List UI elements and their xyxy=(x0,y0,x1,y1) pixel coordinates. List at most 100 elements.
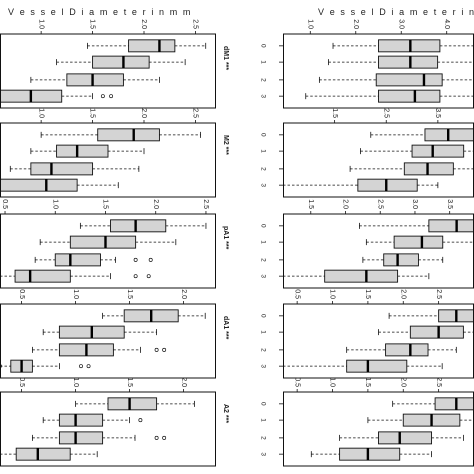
box-iqr xyxy=(383,253,419,267)
right-column-title: V e s s e l D i a m e t e r i n m m xyxy=(318,7,474,17)
box-iqr xyxy=(56,144,109,158)
panel-boxes xyxy=(1,309,206,373)
x-tick-label: 2.0 xyxy=(152,199,159,209)
panel-frame xyxy=(0,391,216,467)
panel-right-5: 0.5 1.0 1.5 2.0 2.5 0 1 2 3 xyxy=(259,377,474,467)
category-label: 1 xyxy=(259,149,266,153)
x-tick-label: 0.5 xyxy=(18,377,25,387)
box-iqr xyxy=(110,219,167,233)
box-1 xyxy=(40,128,201,142)
box-iqr xyxy=(58,431,104,445)
panel-boxes xyxy=(284,128,473,192)
panel-right-1: 1.0 2.0 3.0 4.0 0 1 2 3 xyxy=(259,19,474,109)
box-iqr xyxy=(339,447,401,461)
box-iqr xyxy=(107,397,158,411)
category-label: 3 xyxy=(259,94,266,98)
x-tick-label: 1.5 xyxy=(364,289,371,299)
box-2 xyxy=(365,235,473,249)
box-iqr xyxy=(58,413,104,427)
panel-left-1: 1.0 1.5 2.0 2.5 dM1 *** xyxy=(0,19,229,109)
box-3 xyxy=(32,343,167,357)
category-label: 1 xyxy=(259,60,266,64)
box-iqr xyxy=(424,128,473,142)
x-tick-label: 3.5 xyxy=(434,108,441,118)
panel-boxes xyxy=(1,397,195,461)
plot-layer: 1.0 1.5 2.0 2.5 dM1 *** 1.0 1.5 2.0 2.5 M2 *** 0.5… xyxy=(0,19,474,467)
category-label: 0 xyxy=(259,133,266,137)
x-tick-label: 4.0 xyxy=(443,19,450,29)
category-label: 3 xyxy=(259,364,266,368)
category-label: 2 xyxy=(259,348,266,352)
box-4 xyxy=(1,447,98,461)
panel-boxes xyxy=(1,219,207,283)
box-1 xyxy=(75,397,195,411)
box-2 xyxy=(360,144,473,158)
box-3 xyxy=(346,343,457,357)
panel-label: M2 *** xyxy=(222,135,229,155)
box-iqr xyxy=(403,162,454,176)
box-1 xyxy=(388,309,473,323)
panel-boxes xyxy=(310,397,473,461)
box-4 xyxy=(284,359,443,373)
box-iqr xyxy=(66,73,124,87)
x-tick-label: 2.0 xyxy=(140,108,147,118)
box-3 xyxy=(32,431,167,445)
x-tick-label: 1.0 xyxy=(329,289,336,299)
box-3 xyxy=(349,162,473,176)
box-3 xyxy=(30,73,160,87)
category-label: 0 xyxy=(259,224,266,228)
panel-boxes xyxy=(284,309,473,373)
panel-label: dA1 *** xyxy=(222,316,229,340)
panel-frame xyxy=(0,213,216,289)
box-iqr xyxy=(378,55,439,69)
panel-frame xyxy=(0,33,216,109)
box-iqr xyxy=(324,269,399,283)
category-label: 0 xyxy=(259,402,266,406)
panel-label: dM1 *** xyxy=(222,46,229,70)
panel-boxes xyxy=(1,128,201,192)
panel-right-3: 1.5 2.0 2.5 3.0 3.5 0 1 2 3 xyxy=(259,199,474,289)
outlier-point xyxy=(146,274,151,279)
category-label: 2 xyxy=(259,436,266,440)
box-iqr xyxy=(434,397,473,411)
x-tick-label: 1.5 xyxy=(307,199,314,209)
x-tick-label: 1.5 xyxy=(89,19,96,29)
x-tick-label: 1.0 xyxy=(72,377,79,387)
box-iqr xyxy=(378,89,441,103)
outlier-point xyxy=(162,435,167,440)
panel-boxes xyxy=(1,39,207,103)
x-tick-label: 0.5 xyxy=(18,289,25,299)
box-3 xyxy=(362,253,444,267)
box-4 xyxy=(310,447,432,461)
box-1 xyxy=(87,39,207,53)
box-1 xyxy=(370,128,473,142)
box-4 xyxy=(284,269,430,283)
category-label: 3 xyxy=(259,274,266,278)
x-tick-label: 1.0 xyxy=(37,108,44,118)
x-tick-label: 1.5 xyxy=(126,377,133,387)
panel-right-2: 1.5 2.5 3.5 0 1 2 3 xyxy=(259,108,474,198)
box-2 xyxy=(378,325,473,339)
category-label: 1 xyxy=(259,418,266,422)
x-tick-label: 3.5 xyxy=(446,199,453,209)
x-tick-label: 2.0 xyxy=(352,19,359,29)
x-tick-label: 1.0 xyxy=(329,377,336,387)
box-2 xyxy=(56,55,186,69)
category-label: 2 xyxy=(259,258,266,262)
x-tick-label: 0.5 xyxy=(1,199,8,209)
outlier-point xyxy=(162,347,167,352)
box-4 xyxy=(305,89,473,103)
box-1 xyxy=(358,219,473,233)
x-tick-label: 2.0 xyxy=(399,377,406,387)
box-iqr xyxy=(92,55,150,69)
box-4 xyxy=(1,178,119,192)
x-tick-label: 1.0 xyxy=(37,19,44,29)
category-label: 0 xyxy=(259,314,266,318)
box-iqr xyxy=(393,235,444,249)
category-label: 2 xyxy=(259,78,266,82)
panel-label: A2 *** xyxy=(222,404,229,423)
box-iqr xyxy=(411,144,465,158)
box-iqr xyxy=(15,447,71,461)
box-3 xyxy=(339,431,464,445)
box-iqr xyxy=(346,359,408,373)
